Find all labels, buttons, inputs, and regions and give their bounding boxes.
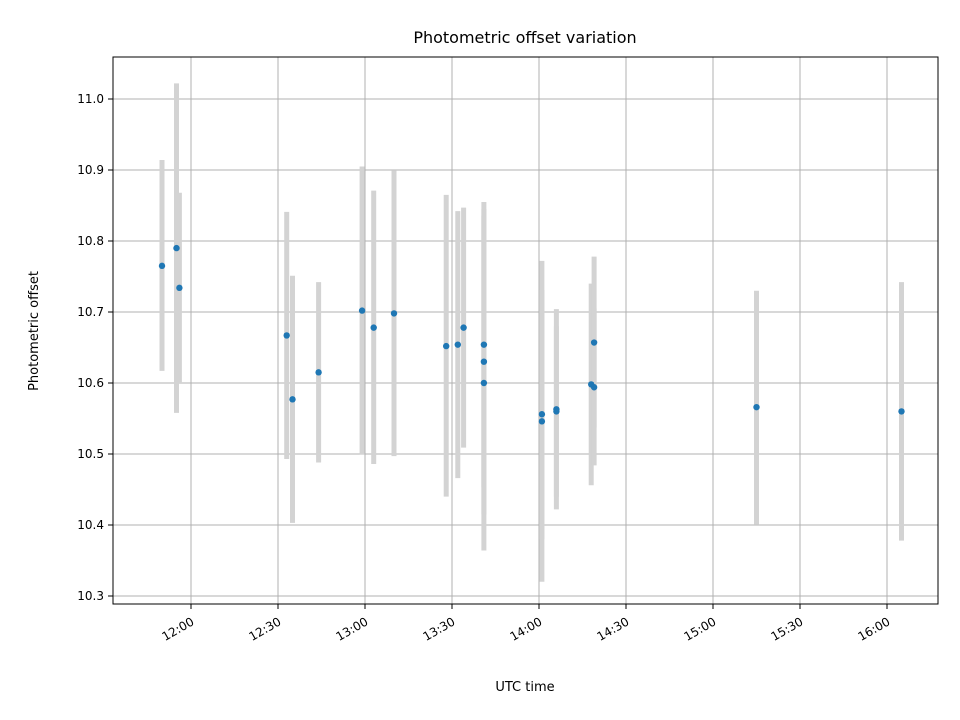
data-point [538,418,546,425]
data-point [454,341,461,348]
data-point [370,324,377,331]
data-point [158,262,166,270]
data-point [480,379,488,387]
data-point [538,411,546,418]
data-point [590,384,598,391]
data-point [480,358,488,365]
data-point [173,244,180,252]
y-tick-label: 10.5 [77,447,104,461]
data-point [443,342,450,350]
data-point [390,310,398,317]
x-tick-label: 13:30 [421,614,458,643]
error-bars [159,83,904,582]
x-tick-label: 13:00 [334,614,371,643]
x-tick-label: 15:00 [682,614,719,643]
y-tick-label: 10.3 [77,589,104,603]
y-tick-label: 11.0 [77,92,104,106]
y-tick-label: 10.8 [77,234,104,248]
data-point [358,307,366,314]
data-point [289,396,296,403]
x-tick-label: 15:30 [769,614,806,643]
data-points [158,244,905,425]
chart-title: Photometric offset variation [413,28,636,47]
data-point [553,408,560,415]
y-tick-label: 10.4 [77,518,104,532]
data-point [283,332,290,339]
data-point [753,403,760,411]
y-axis-label: Photometric offset [27,271,42,391]
data-point [590,339,598,346]
data-point [480,341,488,348]
x-tick-label: 12:00 [160,614,197,643]
x-tick-label: 14:30 [595,614,632,643]
y-tick-label: 10.7 [77,305,104,319]
data-point [315,369,322,376]
y-tick-label: 10.6 [77,376,104,390]
x-tick-label: 14:00 [508,614,545,643]
plot-frame [112,56,939,605]
data-point [460,324,467,331]
x-tick-label: 16:00 [856,614,893,643]
y-tick-label: 10.9 [77,163,104,177]
data-point [176,284,183,292]
x-tick-label: 12:30 [247,614,284,643]
data-point [898,408,905,415]
grid-lines [113,57,938,604]
x-axis-label: UTC time [495,680,554,695]
